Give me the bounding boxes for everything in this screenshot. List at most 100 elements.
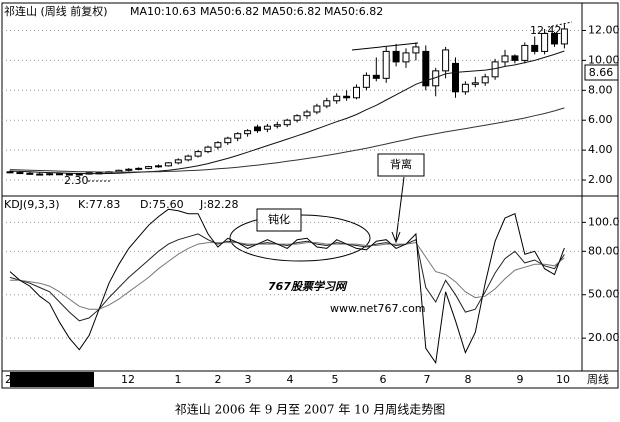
y-tick-label: 6.00 [588, 113, 613, 126]
watermark: www.net767.com [330, 302, 426, 315]
annotation-arrow [395, 176, 405, 241]
candle-body [135, 167, 143, 170]
candle-body [145, 166, 153, 169]
x-tick-label: 4 [287, 373, 294, 386]
annotation: 2.30 [64, 174, 89, 187]
candle-body [115, 169, 123, 173]
candle-body [442, 49, 450, 72]
y-tick-label: 50.00 [588, 288, 620, 301]
x-tick-label: 10 [556, 373, 570, 386]
candle-body [422, 50, 430, 87]
candle-body [303, 111, 311, 117]
x-tick-label: 3 [245, 373, 252, 386]
annotation-arrow [547, 21, 573, 28]
panel-header: D:75.60 [140, 198, 184, 211]
candle-body [263, 125, 271, 130]
y-tick-label: 8.00 [588, 83, 613, 96]
candle-body [254, 126, 261, 132]
candle-body [26, 172, 34, 175]
candle-body [155, 165, 162, 168]
candle-body [353, 86, 360, 99]
x-tick-label: 7 [424, 373, 431, 386]
candle-body [471, 82, 479, 85]
candle-body [541, 32, 549, 52]
candle-body [214, 142, 222, 148]
series-line [9, 233, 565, 322]
candle-body [194, 151, 202, 157]
candle-body [204, 146, 212, 153]
series-line [9, 50, 565, 175]
candle-body [452, 62, 459, 93]
candle-body [333, 95, 341, 102]
x-tick-label: 2006/09/08/五 [13, 373, 91, 386]
candle-body [234, 133, 242, 139]
x-tick-label: 2 [5, 373, 12, 386]
panel-title: KDJ(9,3,3) [4, 198, 60, 211]
y-tick-label: 2.00 [588, 173, 613, 186]
candle-body [362, 74, 370, 88]
x-tick-label: 周线 [587, 372, 609, 386]
candle-body [65, 173, 73, 176]
candle-body [293, 115, 301, 121]
candle-body [402, 52, 410, 63]
candle-body [36, 173, 44, 176]
panel-header: MA50:6.82 [324, 5, 383, 18]
candle-body [164, 162, 172, 167]
candle-body [412, 46, 420, 54]
x-tick-label: 1 [175, 373, 182, 386]
candle-body [174, 159, 182, 164]
candle-body [343, 95, 351, 99]
annotation-box [256, 208, 302, 232]
x-tick-label: 8 [465, 373, 472, 386]
candle-body [313, 105, 321, 113]
panel-header: MA50:6.82 [200, 5, 259, 18]
x-tick-label: 9 [517, 373, 524, 386]
y-tick-label: 100.00 [588, 215, 620, 228]
candle-body [244, 130, 252, 135]
candle-body [46, 173, 54, 176]
x-tick-label: 12 [121, 373, 135, 386]
price-box [584, 64, 619, 81]
candle-body [16, 172, 24, 175]
candle-body [531, 44, 539, 52]
x-tick-label: 6 [380, 373, 387, 386]
trend-line [351, 42, 419, 51]
annotation: 12.42 [530, 24, 562, 37]
panel-header: MA10:10.63 [130, 5, 196, 18]
candle-body [511, 55, 519, 61]
y-tick-label: 80.00 [588, 244, 620, 257]
candle-body [372, 74, 380, 79]
x-tick-label: 2 [215, 373, 222, 386]
series-line [10, 242, 565, 310]
annotation-box [377, 153, 425, 177]
series-line [9, 208, 565, 365]
series-line [9, 107, 565, 173]
candle-body [56, 173, 63, 176]
arrow-head [391, 231, 401, 244]
plot: 祁连山 (周线 前复权) MA10:10.63 MA50:6.82 MA50:6.82… [2, 4, 620, 386]
candle-body [283, 119, 291, 126]
candle-body [224, 137, 232, 144]
annotation: 8.66 [589, 66, 614, 79]
watermark: 767股票学习网 [268, 280, 348, 293]
candle-body [521, 44, 529, 61]
annotation: 钝化 [268, 212, 290, 226]
candle-body [184, 155, 192, 161]
y-tick-label: 4.00 [588, 143, 613, 156]
candle-body [125, 168, 133, 171]
candle-body [323, 100, 331, 107]
date-box [10, 372, 94, 387]
candle-body [481, 76, 489, 84]
candle-body [382, 50, 390, 79]
candle-body [501, 55, 509, 63]
candle-body [273, 124, 281, 127]
candle-body [551, 32, 558, 45]
y-tick-label: 20.00 [588, 331, 620, 344]
annotation: 背离 [390, 157, 412, 171]
candle-body [560, 28, 568, 45]
panel-header: MA50:6.82 [262, 5, 321, 18]
y-tick-label: 10.00 [588, 53, 620, 66]
candle-body [392, 50, 400, 63]
y-tick-label: 12.00 [588, 23, 620, 36]
